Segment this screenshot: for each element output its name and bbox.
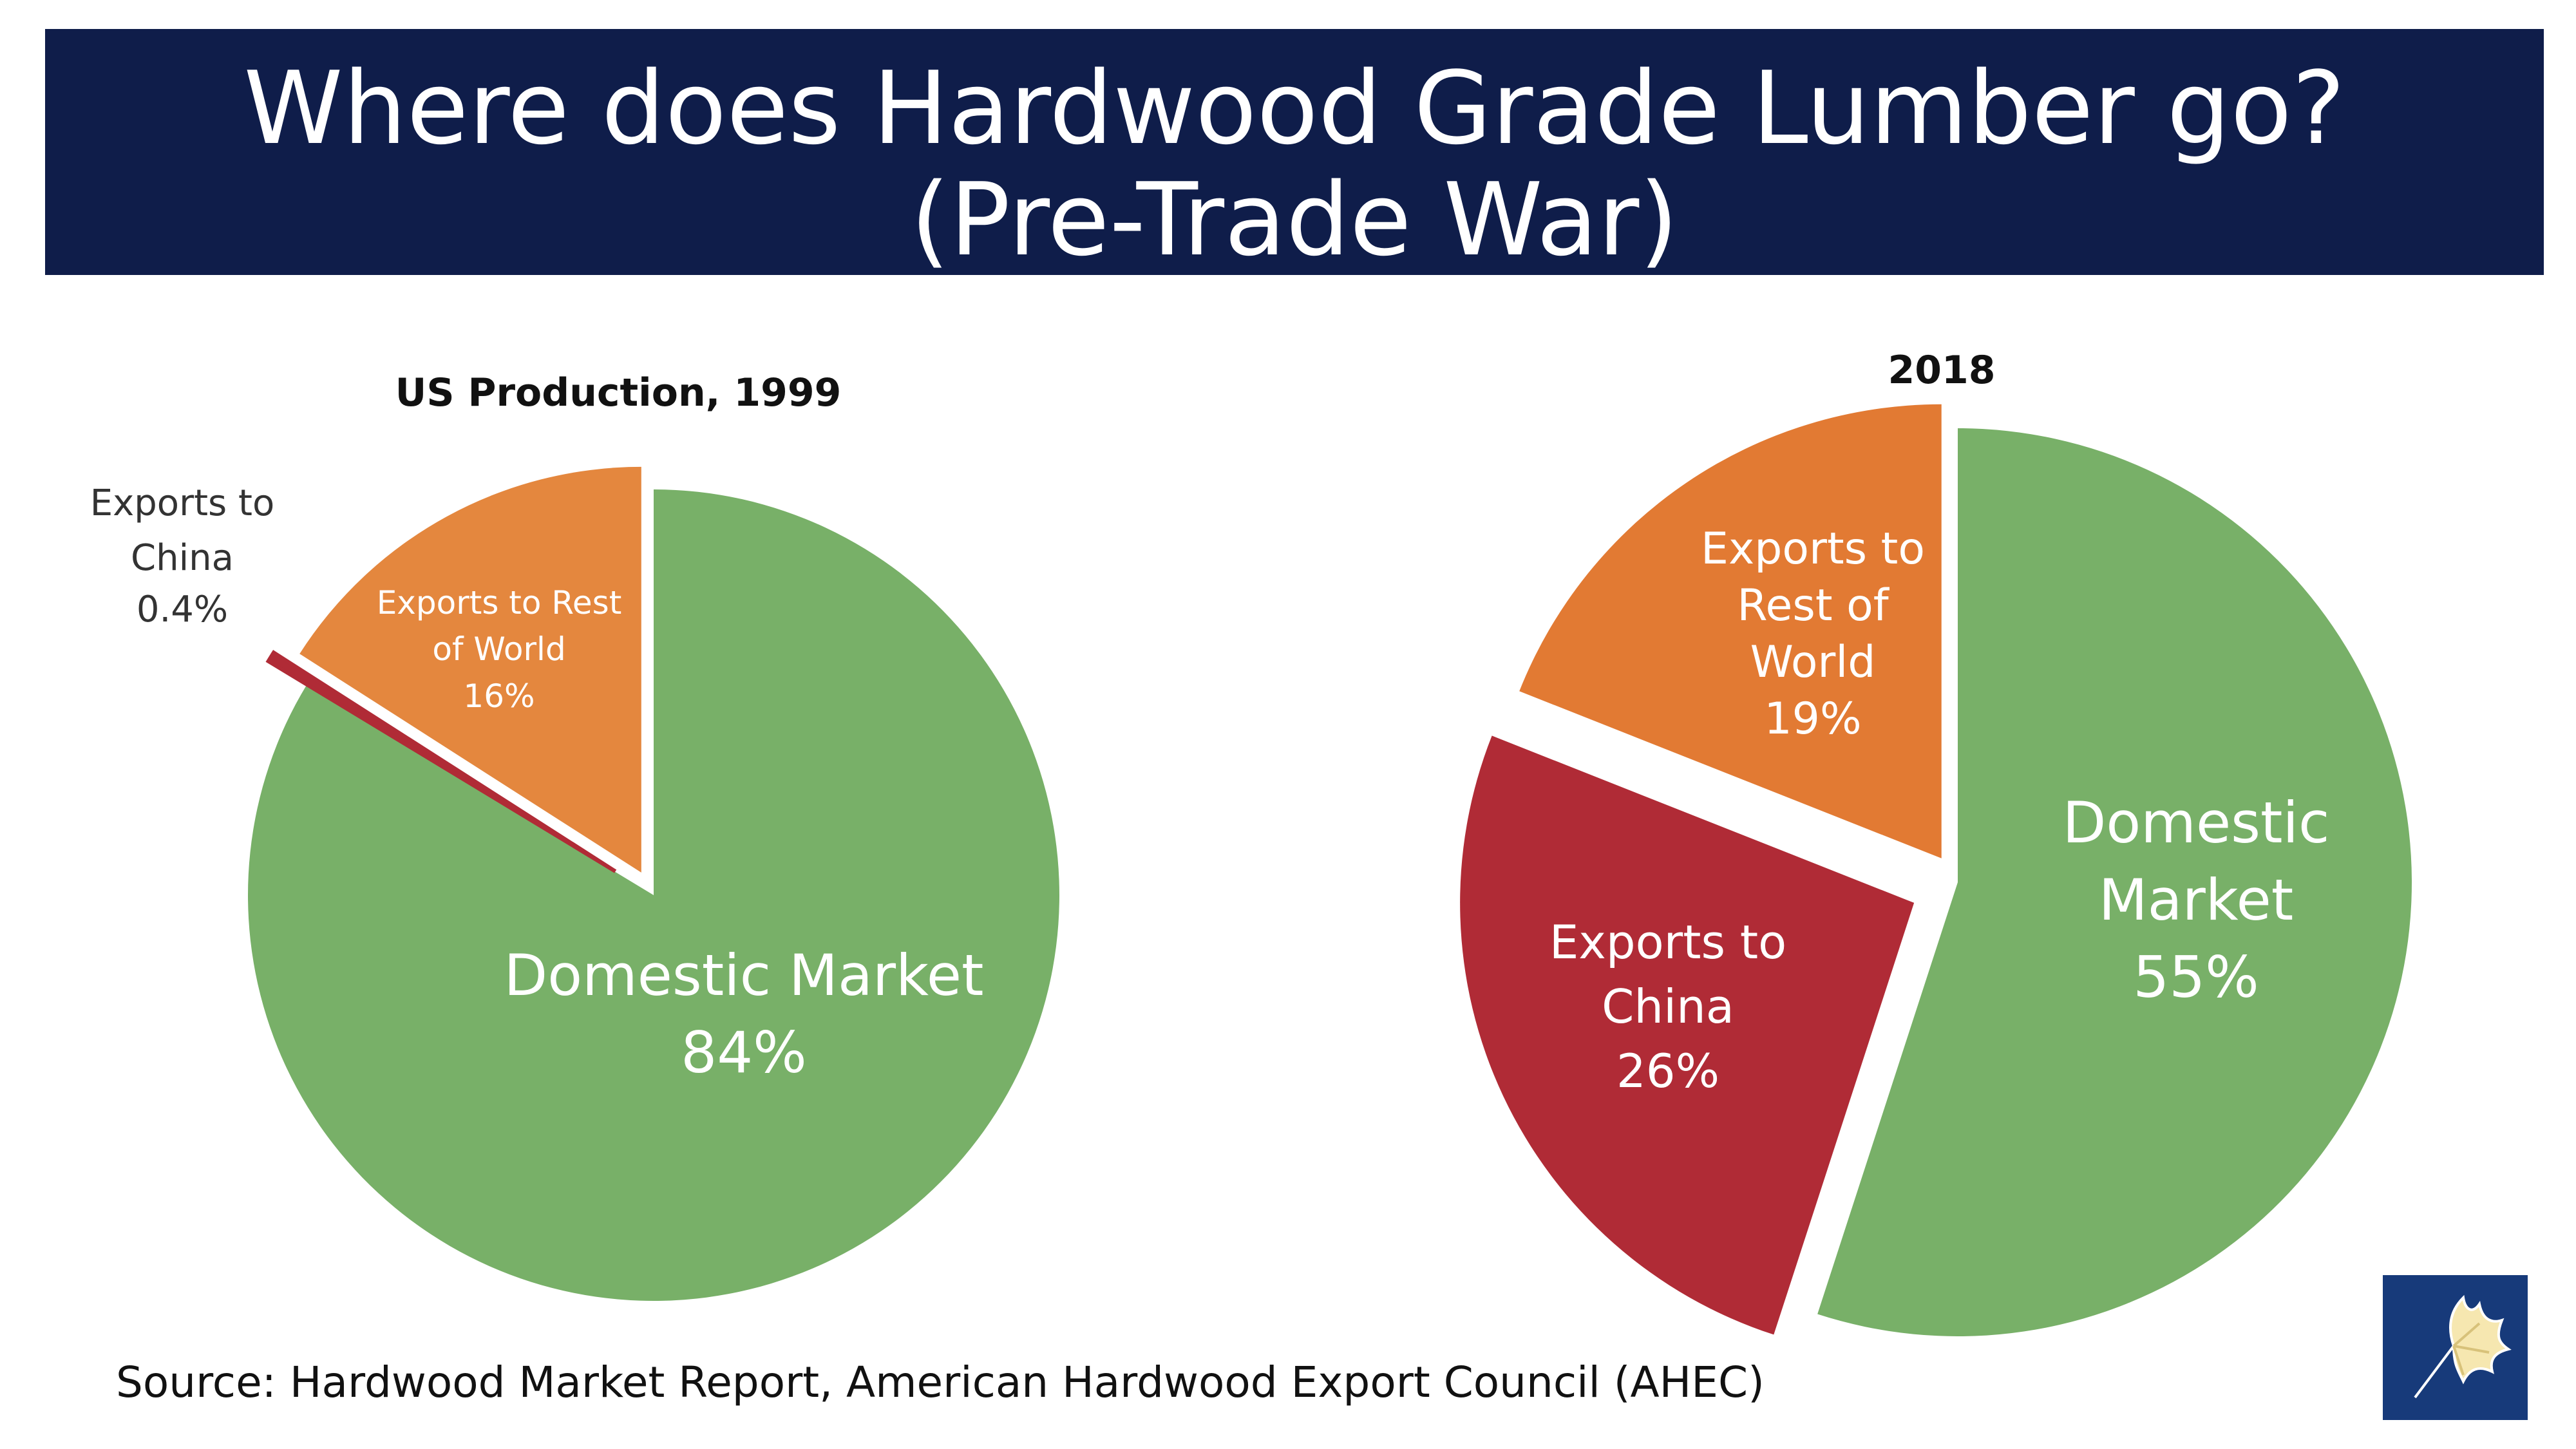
pie-2018-label-row-line2: Rest of [1737, 580, 1889, 631]
pie-2018-label-row-line3: World [1750, 637, 1876, 688]
ahec-logo [2383, 1275, 2528, 1420]
pie-1999-label-china-line1: Exports to [90, 482, 275, 524]
source-note: Source: Hardwood Market Report, American… [116, 1358, 1765, 1407]
pie-2018-label-row-line4: 19% [1764, 694, 1861, 744]
pie-1999-label-row-line3: 16% [463, 677, 535, 715]
page-subtitle: (Pre-Trade War) [910, 161, 1679, 278]
pie-1999-label-row-line2: of World [432, 630, 565, 668]
pie-1999-label-china-line3: 0.4% [137, 589, 228, 630]
pie-2018-slice-domestic [1817, 428, 2412, 1336]
chart-2018-title: 2018 [1888, 348, 1996, 393]
pie-2018-label-domestic-line2: Market [2099, 867, 2294, 933]
pie-1999-label-china-line2: China [131, 537, 234, 579]
pie-2018-slice-rest-of-world [1519, 404, 1942, 858]
page-title: Where does Hardwood Grade Lumber go? [243, 50, 2345, 167]
oak-leaf-icon [2414, 1294, 2512, 1399]
pie-1999-slice-china [265, 650, 617, 873]
pie-1999-label-domestic-name: Domestic Market [504, 942, 983, 1009]
pie-2018-label-row-line1: Exports to [1701, 524, 1925, 574]
pie-2018-label-china-line2: China [1602, 980, 1734, 1034]
chart-1999-title: US Production, 1999 [395, 370, 842, 415]
pie-2018-label-china-line1: Exports to [1549, 915, 1786, 969]
pie-1999-label-row-line1: Exports to Rest [377, 584, 622, 621]
pie-2018-label-domestic-line1: Domestic [2063, 790, 2330, 856]
pie-1999-label-domestic-value: 84% [681, 1019, 807, 1086]
pie-2018-label-china-line3: 26% [1616, 1044, 1719, 1098]
pie-1999-slice-domestic [248, 489, 1060, 1302]
pie-1999-slice-rest-of-world [299, 466, 641, 873]
pie-2018-label-domestic-line3: 55% [2133, 944, 2259, 1010]
title-banner: Where does Hardwood Grade Lumber go? (Pr… [45, 29, 2544, 275]
pie-2018-slice-china [1460, 735, 1915, 1335]
